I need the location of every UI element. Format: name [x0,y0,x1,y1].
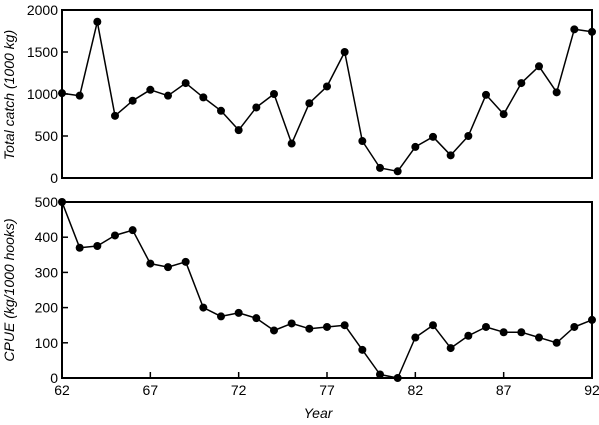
y-axis-ticks-bottom: 0 100 200 300 400 500 [35,194,68,386]
y-tick-label-bottom: 0 [50,370,58,386]
data-point-top [552,88,561,97]
data-point-bottom [75,243,84,252]
x-tick-label: 62 [54,382,70,398]
data-point-top [393,167,402,176]
data-point-top [75,91,84,100]
data-point-top [340,48,349,56]
x-tick-label: 92 [584,382,599,398]
data-point-top [270,90,278,98]
data-point-bottom [146,259,155,268]
data-point-bottom [111,231,119,240]
data-point-top [517,79,526,88]
data-point-top [323,82,331,91]
data-point-bottom [58,198,66,206]
x-axis-ticks-bottom: 62 67 72 77 82 87 92 [54,372,599,398]
series-points-bottom [58,198,596,382]
data-point-top [181,79,190,88]
series-line-top [61,21,593,173]
panel-frame-bottom [61,201,593,379]
y-tick-label-bottom: 300 [35,264,59,280]
x-axis-label: Year [304,405,334,421]
data-point-bottom [393,374,402,382]
y-tick-label-bottom: 100 [35,335,59,351]
data-point-bottom [164,263,172,272]
data-point-bottom [499,328,508,337]
data-point-bottom [217,312,225,321]
x-tick-label: 72 [231,382,247,398]
data-point-bottom [305,324,314,333]
panel-frame-top [61,9,593,179]
data-point-bottom [570,322,579,331]
data-point-bottom [270,326,278,335]
data-point-bottom [234,308,243,317]
data-point-top [164,91,172,100]
data-point-top [199,93,208,102]
panel-total-catch: 0 500 1000 1500 2000 Total catch (1000 kg) [1,2,596,186]
data-point-top [376,163,384,172]
y-tick-label-top: 1000 [27,86,58,102]
data-point-bottom [358,345,367,354]
data-point-bottom [181,257,190,266]
data-point-top [499,110,508,119]
x-tick-label: 87 [496,382,512,398]
data-point-bottom [376,370,384,379]
y-tick-label-bottom: 400 [35,229,59,245]
data-point-bottom [323,322,331,331]
data-point-bottom [482,322,490,331]
y-tick-label-bottom: 500 [35,194,59,210]
data-point-top [146,85,155,94]
data-point-bottom [535,333,543,342]
data-point-bottom [411,333,420,342]
data-point-bottom [340,321,349,330]
data-point-top [482,90,490,99]
data-point-bottom [552,338,561,347]
y-tick-label-top: 1500 [27,44,58,60]
data-point-bottom [429,321,437,330]
series-line-bottom [61,201,593,379]
data-point-top [217,106,225,115]
data-point-top [358,137,367,146]
panel-cpue: 0 100 200 300 400 500 62 67 72 77 82 87 92 CPUE (kg… [1,194,599,421]
y-tick-label-top: 2000 [27,2,58,18]
y-axis-label-top: Total catch (1000 kg) [1,30,17,160]
x-tick-label: 67 [143,382,159,398]
data-point-top [429,132,437,141]
x-tick-label: 82 [408,382,424,398]
data-point-bottom [252,314,261,323]
y-tick-label-top: 500 [35,128,59,144]
data-point-bottom [199,303,208,312]
data-point-bottom [128,226,137,235]
y-axis-label-bottom: CPUE (kg/1000 hooks) [1,218,17,361]
y-tick-label-bottom: 200 [35,300,59,316]
data-point-bottom [588,315,596,324]
data-point-top [111,111,119,120]
data-point-bottom [287,319,296,328]
data-point-top [464,132,473,140]
data-point-top [305,99,314,108]
data-point-top [287,139,296,148]
data-point-bottom [93,242,102,250]
series-line-top [61,21,593,173]
x-tick-label: 77 [319,382,335,398]
data-point-top [234,126,243,135]
data-point-bottom [517,328,526,337]
data-point-top [446,151,455,160]
data-point-bottom [446,344,455,353]
data-point-top [128,96,137,105]
y-tick-label-top: 0 [50,170,58,186]
data-point-top [411,142,420,151]
series-line-bottom [61,201,593,379]
data-point-bottom [464,331,473,340]
data-point-top [570,25,579,34]
data-point-top [93,17,102,26]
data-point-top [252,103,261,112]
y-axis-ticks-top: 0 500 1000 1500 2000 [27,2,68,186]
data-point-top [535,62,543,71]
series-points-top [58,17,596,176]
data-point-top [58,89,66,98]
data-point-top [588,27,596,36]
